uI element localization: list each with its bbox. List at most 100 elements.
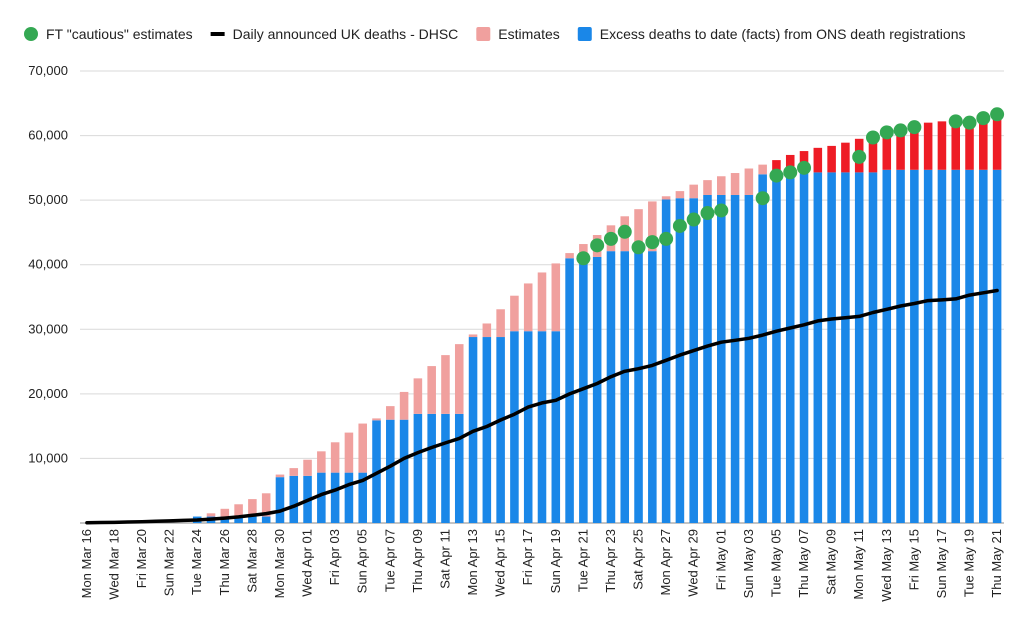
bar-excess-deaths xyxy=(813,172,823,523)
bar-excess-deaths xyxy=(923,169,933,523)
line-dhsc-deaths xyxy=(85,288,999,525)
bar-estimate xyxy=(772,160,781,173)
bar-estimate xyxy=(454,344,464,414)
bar-estimate xyxy=(372,418,381,421)
bar-estimate xyxy=(868,135,878,173)
bar-excess-deaths xyxy=(854,172,864,523)
bar-excess-deaths xyxy=(592,256,602,523)
bar-estimate xyxy=(813,147,823,173)
bar-excess-deaths xyxy=(951,169,961,523)
bar-excess-deaths xyxy=(703,194,712,523)
x-tick-label: Mon May 11 xyxy=(851,529,866,600)
point-ft-estimate xyxy=(769,168,784,183)
y-tick-label: 10,000 xyxy=(28,450,68,465)
bar-excess-deaths xyxy=(289,475,299,523)
x-tick-label: Fri Apr 03 xyxy=(327,529,342,585)
point-ft-estimate xyxy=(576,251,591,266)
bar-estimate xyxy=(441,355,450,414)
bar-excess-deaths xyxy=(261,516,271,523)
x-tick-label: Mon Apr 13 xyxy=(465,529,480,596)
bar-excess-deaths xyxy=(537,331,547,523)
bar-excess-deaths xyxy=(454,413,464,523)
x-tick-label: Fri Apr 17 xyxy=(520,529,535,585)
bar-estimate xyxy=(510,295,519,332)
bar-estimate xyxy=(648,201,657,252)
point-ft-estimate xyxy=(755,191,770,206)
bar-estimate xyxy=(717,176,726,195)
bar-estimate xyxy=(882,129,892,170)
bar-estimate xyxy=(675,191,685,199)
x-tick-label: Fri May 15 xyxy=(906,529,921,590)
bar-estimate xyxy=(289,468,299,476)
bar-excess-deaths xyxy=(634,251,643,523)
point-ft-estimate xyxy=(714,203,729,218)
bar-estimate xyxy=(785,154,795,173)
bar-estimate xyxy=(206,513,216,517)
bar-excess-deaths xyxy=(648,251,657,523)
bar-excess-deaths xyxy=(386,419,395,523)
x-tick-label: Fri Mar 20 xyxy=(134,529,149,588)
bar-estimate xyxy=(358,423,367,473)
x-tick-label: Thu Apr 23 xyxy=(603,529,618,593)
x-tick-label: Tue Mar 24 xyxy=(189,529,204,595)
bar-estimate xyxy=(220,508,230,517)
bar-estimate xyxy=(910,124,919,170)
bar-estimate xyxy=(551,263,561,332)
line-series xyxy=(85,288,999,525)
point-ft-estimate xyxy=(990,107,1005,122)
bar-estimate xyxy=(303,459,312,476)
x-tick-label: Wed Apr 15 xyxy=(493,529,508,597)
bar-excess-deaths xyxy=(758,174,767,524)
x-tick-label: Thu May 21 xyxy=(989,529,1004,598)
bar-estimate xyxy=(565,253,574,259)
bar-excess-deaths xyxy=(744,194,754,523)
bar-excess-deaths xyxy=(330,472,340,523)
x-tick-label: Sat Mar 28 xyxy=(244,529,259,593)
point-ft-estimate xyxy=(645,235,660,250)
y-tick-label: 50,000 xyxy=(28,192,68,207)
x-tick-label: Wed Apr 01 xyxy=(300,529,315,597)
bar-excess-deaths xyxy=(551,331,561,523)
bar-excess-deaths xyxy=(565,258,574,523)
legend-marker-ft-estimates xyxy=(24,27,38,41)
bar-estimate xyxy=(937,121,947,170)
bar-excess-deaths xyxy=(248,516,257,523)
bar-estimate xyxy=(896,126,905,170)
x-tick-label: Mon Mar 30 xyxy=(272,529,287,598)
bar-estimate xyxy=(827,145,836,173)
bar-estimate xyxy=(951,120,961,170)
bar-estimate xyxy=(979,116,988,170)
bar-estimate xyxy=(482,323,492,338)
bar-excess-deaths xyxy=(275,477,285,523)
bar-estimate xyxy=(923,122,933,170)
x-tick-label: Tue Apr 21 xyxy=(575,529,590,592)
x-tick-label: Tue May 19 xyxy=(962,529,977,597)
bar-estimate xyxy=(234,504,243,517)
x-tick-label: Fri May 01 xyxy=(713,529,728,590)
point-ft-estimate xyxy=(617,224,632,239)
bar-estimate xyxy=(634,209,643,252)
y-tick-label: 30,000 xyxy=(28,321,68,336)
bar-estimate xyxy=(730,173,740,195)
bar-estimate xyxy=(317,451,326,473)
bar-estimate xyxy=(661,196,671,200)
y-tick-label: 70,000 xyxy=(28,63,68,78)
point-ft-estimate xyxy=(907,120,922,135)
y-tick-label: 20,000 xyxy=(28,386,68,401)
point-ft-estimate xyxy=(590,238,605,253)
point-ft-estimate xyxy=(797,160,812,175)
x-tick-label: Sun May 03 xyxy=(741,529,756,598)
bar-excess-deaths xyxy=(496,337,505,523)
bar-estimate xyxy=(744,168,754,195)
x-tick-label: Sat Apr 25 xyxy=(631,529,646,590)
bar-excess-deaths xyxy=(868,172,878,523)
x-tick-label: Wed May 13 xyxy=(879,529,894,602)
point-ft-estimate xyxy=(948,114,963,129)
bar-estimate xyxy=(399,391,409,420)
x-tick-label: Tue May 05 xyxy=(768,529,783,597)
bar-estimate xyxy=(427,366,436,414)
point-ft-estimate xyxy=(783,165,798,180)
x-tick-label: Thu Apr 09 xyxy=(410,529,425,593)
bar-estimate xyxy=(344,432,354,473)
y-tick-label: 40,000 xyxy=(28,257,68,272)
